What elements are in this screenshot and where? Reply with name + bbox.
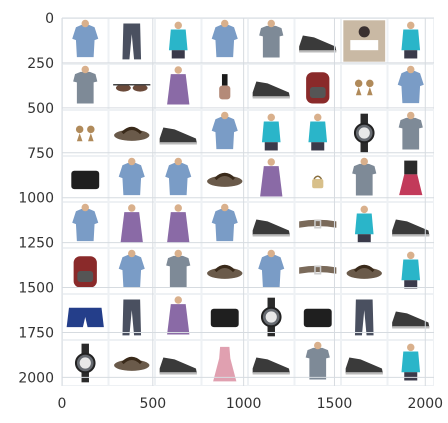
top-icon [388, 341, 433, 385]
x-tick-label: 0 [58, 396, 67, 412]
sunglasses-icon [109, 65, 154, 109]
shirt-icon [388, 65, 433, 109]
photo-icon [342, 19, 387, 63]
wallet-icon [63, 157, 108, 201]
top-icon [388, 249, 433, 293]
sandal-icon [202, 249, 247, 293]
shirt-icon [63, 203, 108, 247]
tshirt-icon [342, 157, 387, 201]
y-tick-label: 250 [27, 56, 54, 72]
sandal-icon [109, 111, 154, 155]
shoe-icon [388, 203, 433, 247]
y-tick-label: 750 [27, 146, 54, 162]
tshirt-icon [156, 249, 201, 293]
top-icon [342, 203, 387, 247]
shirt-icon [109, 157, 154, 201]
shoe-icon [249, 341, 294, 385]
shirt-icon [202, 111, 247, 155]
axis-ticks: 0 500 1000 1500 2000025050075010001250150017… [18, 11, 443, 412]
shirt-icon [109, 249, 154, 293]
shoe-icon [249, 203, 294, 247]
kurta-icon [249, 157, 294, 201]
bag-icon [295, 157, 340, 201]
x-tick-label: 2000 [407, 396, 443, 412]
wallet-icon [295, 295, 340, 339]
top-icon [156, 19, 201, 63]
kurta-icon [156, 65, 201, 109]
shirt-icon [63, 19, 108, 63]
y-tick-label: 1500 [18, 281, 54, 297]
shoe-icon [156, 341, 201, 385]
x-tick-label: 500 [139, 396, 166, 412]
sandal-icon [342, 249, 387, 293]
kurta-icon [156, 203, 201, 247]
backpack-icon [63, 249, 108, 293]
earrings-icon [342, 65, 387, 109]
shoe-icon [156, 111, 201, 155]
tshirt-icon [388, 111, 433, 155]
kurta-icon [156, 295, 201, 339]
shoe-icon [249, 65, 294, 109]
image-cells [63, 19, 433, 385]
shirt-icon [202, 19, 247, 63]
sandal-icon [202, 157, 247, 201]
trousers-icon [109, 19, 154, 63]
top-icon [249, 111, 294, 155]
earrings-icon [63, 111, 108, 155]
shirt-icon [249, 249, 294, 293]
tshirt-icon [249, 19, 294, 63]
shoe-icon [342, 341, 387, 385]
x-tick-label: 1000 [226, 396, 262, 412]
x-tick-label: 1500 [317, 396, 353, 412]
kurta-icon [109, 203, 154, 247]
y-tick-label: 1000 [18, 191, 54, 207]
trousers-icon [342, 295, 387, 339]
y-tick-label: 1750 [18, 325, 54, 341]
watch-icon [249, 295, 294, 339]
y-tick-label: 0 [45, 11, 54, 27]
nail-polish-icon [202, 65, 247, 109]
watch-icon [63, 341, 108, 385]
y-tick-label: 2000 [18, 370, 54, 386]
backpack-icon [295, 65, 340, 109]
shirt-icon [202, 203, 247, 247]
top-icon [295, 111, 340, 155]
tshirt-icon [295, 341, 340, 385]
dress-icon [202, 341, 247, 385]
top-icon [388, 19, 433, 63]
y-tick-label: 500 [27, 101, 54, 117]
gridlines [61, 17, 434, 386]
sandal-icon [109, 341, 154, 385]
skirt-icon [388, 157, 433, 201]
tshirt-icon [63, 65, 108, 109]
belt-icon [295, 249, 340, 293]
shoe-icon [295, 19, 340, 63]
belt-icon [295, 203, 340, 247]
wallet-icon [202, 295, 247, 339]
shirt-icon [156, 157, 201, 201]
y-tick-label: 1250 [18, 236, 54, 252]
shorts-icon [63, 295, 108, 339]
trousers-icon [109, 295, 154, 339]
watch-icon [342, 111, 387, 155]
